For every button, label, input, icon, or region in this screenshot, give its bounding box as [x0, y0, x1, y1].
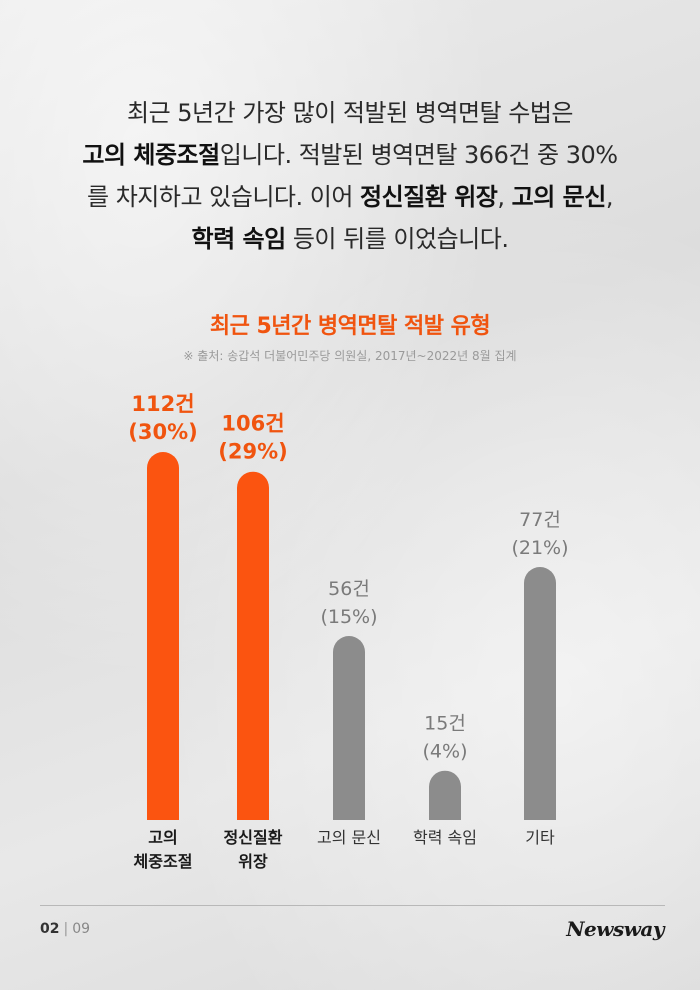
category-label-1-line-1: 고의: [148, 828, 177, 847]
bar-value-label-1: 112건: [131, 392, 194, 416]
intro-line-3-mid: ,: [497, 183, 512, 211]
chart-title: 최근 5년간 병역면탈 적발 유형: [209, 314, 491, 339]
bar-percent-label-3: (15%): [320, 606, 377, 628]
chart-source: ※ 출처: 송갑석 더불어민주당 의원실, 2017년~2022년 8월 집계: [183, 349, 517, 363]
bar-percent-label-2: (29%): [218, 440, 287, 464]
intro-highlight-weight: 고의 체중조절: [82, 141, 220, 169]
intro-line-4-rest: 등이 뒤를 이었습니다.: [285, 225, 509, 253]
bar-value-label-5: 77건: [519, 509, 561, 531]
intro-text: 최근 5년간 가장 많이 적발된 병역면탈 수법은 고의 체중조절입니다. 적발…: [40, 92, 660, 260]
bar-value-label-3: 56건: [328, 578, 370, 600]
intro-line-3: 를 차지하고 있습니다. 이어 정신질환 위장, 고의 문신,: [40, 176, 660, 218]
bar-4: [429, 770, 461, 820]
bar-percent-label-5: (21%): [511, 537, 568, 559]
bar-3: [333, 636, 365, 820]
footer-divider: [40, 905, 665, 906]
intro-line-2: 고의 체중조절입니다. 적발된 병역면탈 366건 중 30%: [40, 134, 660, 176]
bar-1: [147, 452, 179, 820]
intro-highlight-mental: 정신질환 위장: [360, 183, 498, 211]
intro-highlight-education: 학력 속임: [191, 225, 287, 253]
category-label-1-line-2: 체중조절: [134, 852, 193, 871]
bar-value-label-2: 106건: [221, 412, 284, 436]
intro-highlight-tattoo: 고의 문신: [511, 183, 607, 211]
bar-2: [237, 471, 269, 820]
bar-value-label-4: 15건: [424, 713, 466, 735]
page-total: 09: [72, 921, 91, 937]
page-current: 02: [40, 921, 60, 937]
bar-5: [524, 567, 556, 820]
intro-line-2-rest: 입니다. 적발된 병역면탈 366건 중 30%: [219, 141, 618, 169]
category-label-3: 고의 문신: [317, 828, 381, 847]
category-label-4: 학력 속임: [413, 828, 477, 847]
category-label-2-line-2: 위장: [238, 852, 268, 871]
brand-logo: Newsway: [566, 917, 664, 941]
intro-line-4: 학력 속임 등이 뒤를 이었습니다.: [40, 218, 660, 260]
intro-line-3-end: ,: [605, 183, 614, 211]
page-separator: |: [63, 921, 69, 937]
bar-percent-label-1: (30%): [128, 420, 197, 444]
category-label-2-line-1: 정신질환: [224, 828, 283, 847]
intro-line-3-pre: 를 차지하고 있습니다. 이어: [87, 183, 361, 211]
intro-line-1: 최근 5년간 가장 많이 적발된 병역면탈 수법은: [127, 99, 573, 127]
bar-percent-label-4: (4%): [423, 741, 468, 763]
page-indicator: 02 | 09: [40, 921, 90, 937]
category-label-5: 기타: [525, 828, 555, 847]
